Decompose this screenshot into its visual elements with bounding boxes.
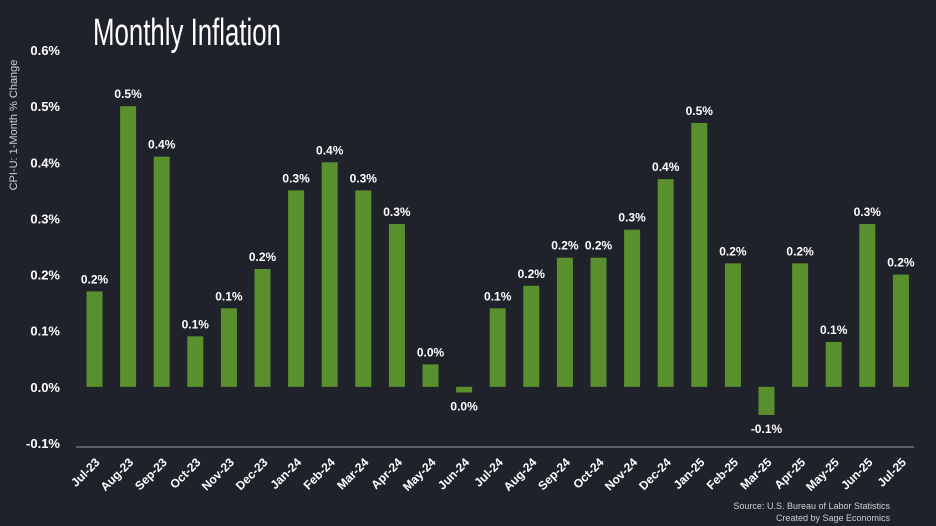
y-tick-label: 0.1%: [30, 324, 60, 339]
bar: [523, 285, 540, 387]
data-label: 0.1%: [820, 323, 848, 337]
y-tick-label: 0.3%: [30, 211, 60, 226]
bar: [254, 268, 271, 387]
x-tick-label: Sep-24: [535, 455, 573, 493]
data-label: 0.3%: [618, 211, 646, 225]
data-label: 0.2%: [518, 267, 546, 281]
x-tick-label: Jul-25: [875, 455, 910, 490]
bar: [120, 106, 137, 387]
bar: [859, 224, 876, 387]
data-label: 0.2%: [551, 239, 579, 253]
y-tick-label: 0.5%: [30, 99, 60, 114]
bar: [792, 263, 809, 387]
data-label: 0.1%: [215, 289, 243, 303]
bar: [355, 190, 372, 387]
x-tick-label: Apr-24: [368, 455, 405, 492]
chart-title: Monthly Inflation: [93, 12, 281, 54]
x-tick-label: Mar-25: [737, 455, 774, 492]
y-axis: -0.1% 0.0% 0.1% 0.2% 0.3% 0.4% 0.5% 0.6%: [26, 43, 60, 451]
bar: [556, 257, 573, 387]
bar: [691, 122, 708, 387]
x-tick-label: Feb-25: [704, 455, 741, 492]
data-label: 0.4%: [316, 143, 344, 157]
x-tick-label: Feb-24: [301, 455, 338, 492]
data-label: 0.4%: [148, 138, 176, 152]
x-tick-label: May-24: [400, 455, 439, 494]
data-label: 0.3%: [350, 171, 378, 185]
data-label: 0.1%: [182, 317, 210, 331]
bar: [825, 341, 842, 387]
data-labels-group: 0.2% 0.5% 0.4% 0.1% 0.1% 0.2% 0.3% 0.4% 0.3% 0.3%…: [81, 87, 915, 436]
data-label: 0.1%: [484, 289, 512, 303]
bar: [422, 364, 439, 387]
data-label: 0.4%: [652, 160, 680, 174]
bar: [220, 308, 237, 387]
y-tick-label: 0.2%: [30, 268, 60, 283]
data-label: 0.2%: [786, 244, 814, 258]
bar: [153, 156, 170, 387]
bar: [288, 190, 305, 387]
x-tick-label: Sep-23: [132, 455, 170, 493]
x-tick-label: Mar-24: [334, 455, 371, 492]
data-label: 0.0%: [417, 345, 445, 359]
data-label: 0.2%: [585, 239, 613, 253]
bar: [86, 291, 103, 387]
bar: [624, 229, 641, 387]
bars-group: [86, 106, 909, 415]
data-label: 0.2%: [887, 256, 915, 270]
bar: [758, 386, 775, 415]
y-tick-label: 0.0%: [30, 380, 60, 395]
y-axis-label: CPI-U: 1-Month % Change: [8, 60, 20, 191]
data-label: 0.3%: [383, 205, 411, 219]
bar: [321, 162, 338, 387]
x-tick-label: Nov-23: [199, 455, 237, 493]
bar: [590, 257, 607, 387]
x-tick-label: Jun-25: [838, 455, 875, 492]
data-label: 0.3%: [282, 171, 310, 185]
x-tick-label: Aug-24: [501, 455, 540, 494]
x-tick-label: Aug-23: [98, 455, 137, 494]
x-tick-label: Jan-24: [267, 455, 304, 492]
bar: [187, 336, 204, 387]
data-label: 0.2%: [249, 250, 277, 264]
data-label: 0.2%: [719, 244, 747, 258]
x-tick-label: Jun-24: [435, 455, 472, 492]
x-tick-label: Nov-24: [602, 455, 640, 493]
data-label: 0.3%: [854, 205, 882, 219]
footer-source: Source: U.S. Bureau of Labor Statistics: [733, 501, 890, 511]
x-axis: Jul-23Aug-23Sep-23Oct-23Nov-23Dec-23Jan-…: [68, 455, 909, 494]
bar: [724, 263, 741, 387]
x-tick-label: Oct-24: [570, 455, 607, 492]
footer-credit: Created by Sage Economics: [776, 513, 891, 523]
y-tick-label: -0.1%: [26, 436, 60, 451]
bar: [892, 274, 909, 387]
x-tick-label: Dec-23: [233, 455, 271, 493]
bar: [657, 179, 674, 387]
data-label: 0.0%: [450, 399, 478, 413]
y-tick-label: 0.4%: [30, 155, 60, 170]
x-tick-label: Oct-23: [167, 455, 204, 492]
x-tick-label: Dec-24: [636, 455, 674, 493]
bar: [456, 386, 473, 393]
data-label: 0.5%: [114, 87, 142, 101]
x-tick-label: Jan-25: [671, 455, 708, 492]
data-label: 0.5%: [686, 104, 714, 118]
data-label: -0.1%: [751, 422, 783, 436]
y-tick-label: 0.6%: [30, 43, 60, 58]
x-tick-label: Apr-25: [771, 455, 808, 492]
bar: [388, 224, 405, 387]
data-label: 0.2%: [81, 272, 109, 286]
x-tick-label: May-25: [803, 455, 842, 494]
bar: [489, 308, 506, 387]
